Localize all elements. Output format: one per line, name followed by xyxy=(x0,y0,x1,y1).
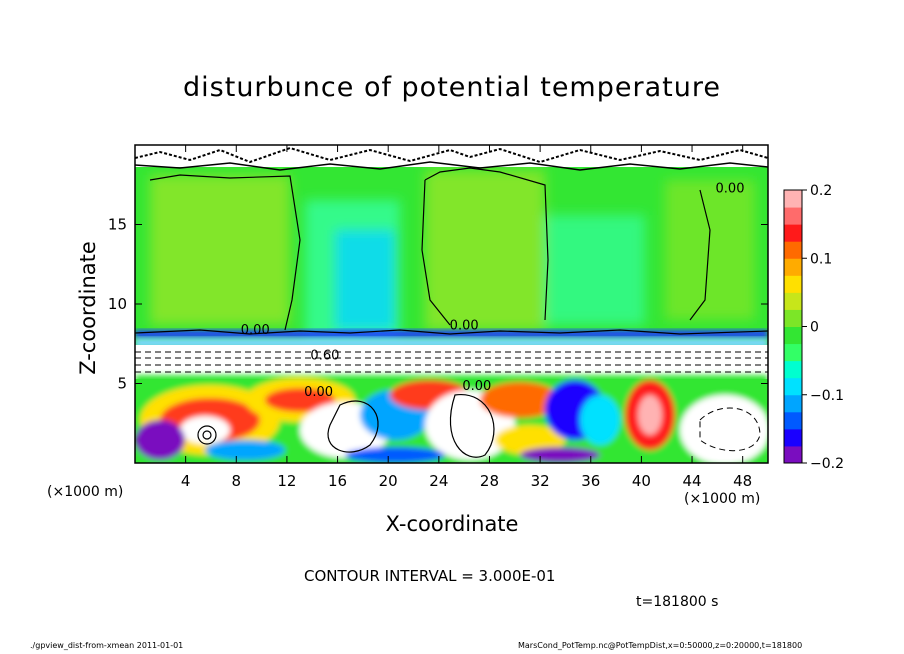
x-tick-label: 4 xyxy=(181,472,191,490)
colorbar-segment xyxy=(784,241,802,259)
chart-title: disturbunce of potential temperature xyxy=(183,72,721,103)
x-tick-label: 20 xyxy=(379,472,398,490)
x-tick-label: 32 xyxy=(531,472,550,490)
colorbar-segment xyxy=(784,377,802,396)
contour-label: 0.60 xyxy=(310,349,339,364)
colorbar-segment xyxy=(784,309,802,327)
x-unit-label-right: (×1000 m) xyxy=(684,491,761,507)
colorbar-segment xyxy=(784,394,802,413)
colorbar-segment xyxy=(784,360,802,379)
y-tick-label: 15 xyxy=(108,216,127,234)
colorbar-segment xyxy=(784,190,802,208)
x-tick-label: 48 xyxy=(733,472,752,490)
colorbar-tick-label: 0.2 xyxy=(810,183,832,199)
colorbar-tick-label: −0.2 xyxy=(810,456,844,472)
y-tick-label: 5 xyxy=(117,375,127,393)
x-tick-label: 24 xyxy=(429,472,448,490)
contour-label: 0.00 xyxy=(462,379,491,394)
contour-label: 0.00 xyxy=(450,318,479,333)
colorbar-tick-label: −0.1 xyxy=(810,388,844,404)
colorbar-segment xyxy=(784,258,802,276)
x-tick-label: 44 xyxy=(682,472,701,490)
x-tick-label: 16 xyxy=(328,472,347,490)
colorbar-segment xyxy=(784,292,802,310)
colorbar-segment xyxy=(784,207,802,225)
x-tick-label: 28 xyxy=(480,472,499,490)
heatmap-field xyxy=(135,145,768,463)
x-tick-label: 12 xyxy=(277,472,296,490)
colorbar-tick-label: 0 xyxy=(810,320,819,336)
y-tick-label: 10 xyxy=(108,295,127,313)
colorbar-segment xyxy=(784,411,802,430)
footer-right-text: MarsCond_PotTemp.nc@PotTempDist,x=0:5000… xyxy=(518,641,803,650)
colorbar-segment xyxy=(784,445,802,464)
x-axis: 4 8 12 16 20 24 28 32 36 40 44 48 xyxy=(181,145,752,490)
colorbar-segment xyxy=(784,275,802,293)
footer-left-text: ./gpview_dist-from-xmean 2011-01-01 xyxy=(30,641,184,650)
colorbar-segment xyxy=(784,343,802,362)
x-tick-label: 40 xyxy=(632,472,651,490)
colorbar-segment xyxy=(784,326,802,345)
x-axis-label: X-coordinate xyxy=(385,512,519,536)
colorbar-segment xyxy=(784,428,802,447)
x-unit-label-left: (×1000 m) xyxy=(47,484,124,500)
x-tick-label: 36 xyxy=(581,472,600,490)
y-axis: 5 10 15 xyxy=(108,216,768,393)
colorbar-segment xyxy=(784,224,802,242)
y-axis-label: Z-coordinate xyxy=(76,241,100,375)
contour-label: 0.00 xyxy=(304,385,333,400)
contour-labels: 0.00 0.00 0.60 0.00 0.00 0.00 xyxy=(241,182,745,401)
contour-label: 0.00 xyxy=(716,182,745,197)
colorbar-tick-label: 0.1 xyxy=(810,251,832,267)
time-label: t=181800 s xyxy=(636,594,719,610)
contour-label: 0.00 xyxy=(241,323,270,338)
x-tick-label: 8 xyxy=(232,472,242,490)
contour-interval-label: CONTOUR INTERVAL = 3.000E-01 xyxy=(304,567,556,585)
colorbar: 0.2 0.1 0 −0.1 −0.2 xyxy=(783,183,844,472)
